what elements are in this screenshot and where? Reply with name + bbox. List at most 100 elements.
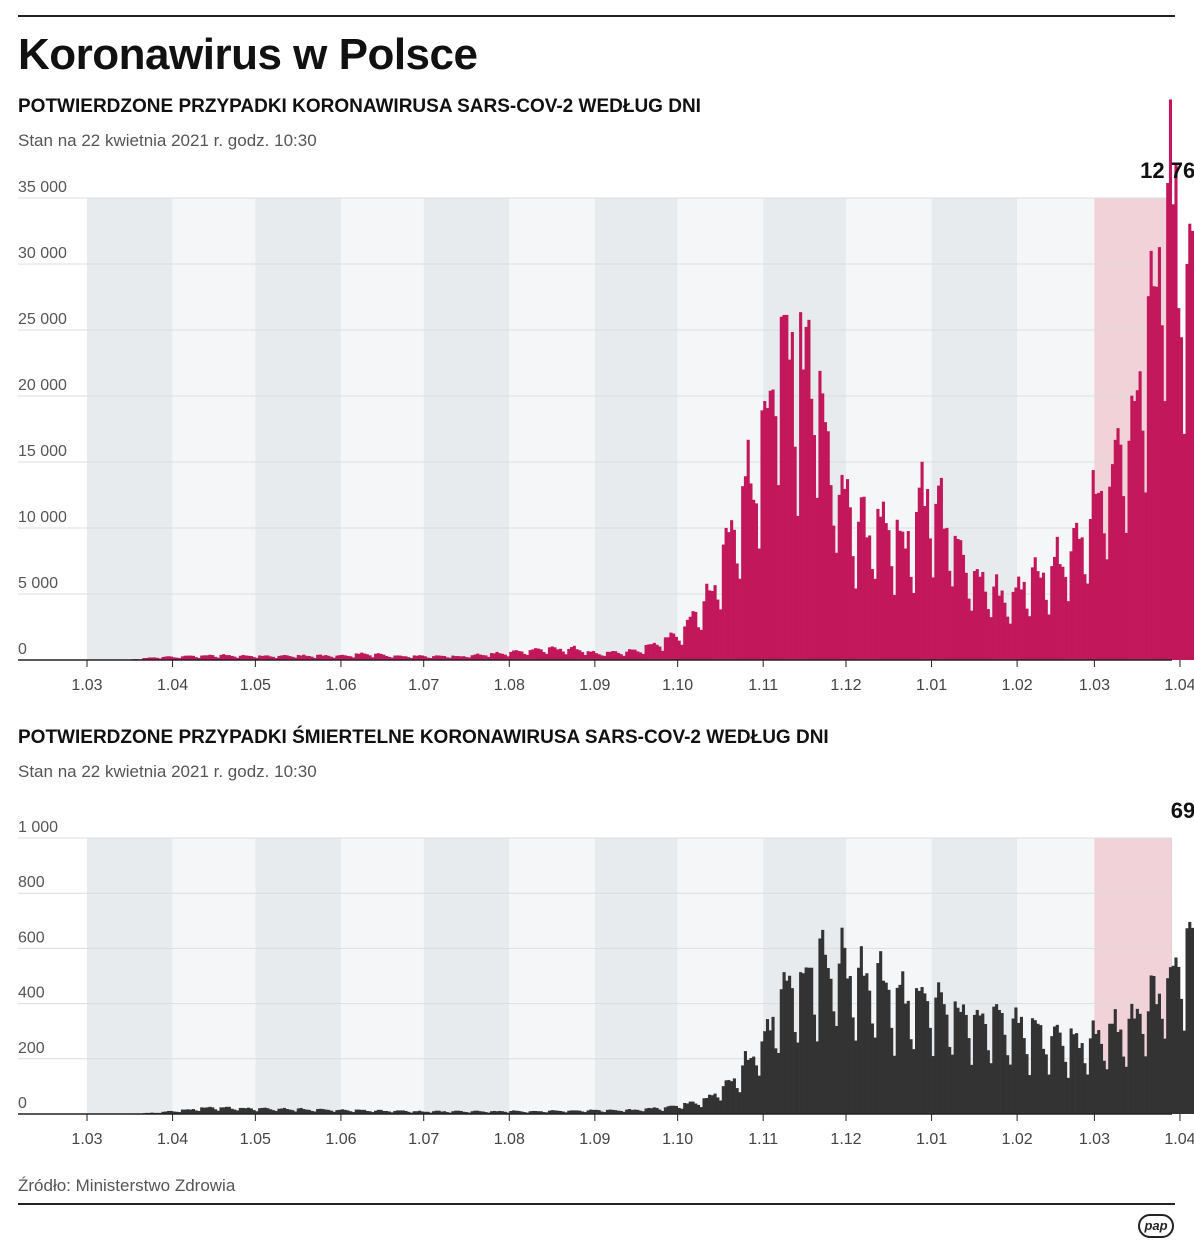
bar — [691, 611, 695, 660]
y-tick-label: 800 — [18, 874, 45, 891]
bar — [655, 644, 659, 660]
bar — [1157, 993, 1161, 1114]
bar — [873, 578, 877, 660]
bar — [194, 657, 198, 660]
bar — [589, 651, 593, 660]
bar — [920, 461, 924, 660]
bar — [423, 1111, 427, 1114]
bar — [401, 656, 405, 660]
bar — [1053, 1026, 1057, 1114]
bar — [202, 1107, 207, 1114]
bar — [360, 1109, 364, 1114]
bar — [517, 651, 521, 660]
bar — [757, 1075, 761, 1114]
bar — [282, 654, 287, 660]
bar — [498, 653, 502, 660]
bar — [501, 1111, 505, 1114]
bar — [321, 655, 325, 660]
bar — [216, 1110, 220, 1114]
bar — [581, 1111, 585, 1114]
bar — [594, 653, 598, 660]
bar — [244, 1108, 248, 1114]
bar — [197, 1110, 201, 1114]
bar — [567, 1110, 571, 1114]
bar — [556, 1110, 560, 1114]
bar — [1000, 590, 1004, 660]
bar — [1011, 591, 1015, 660]
bar — [625, 1109, 629, 1114]
bar — [661, 650, 665, 660]
bar — [432, 1111, 436, 1114]
bar — [779, 989, 783, 1114]
x-tick-label: 1.04 — [1164, 677, 1194, 694]
bar — [415, 1111, 419, 1114]
bar — [542, 1112, 546, 1114]
bar — [440, 1111, 444, 1114]
bar — [1191, 927, 1194, 1114]
bar — [857, 967, 861, 1114]
bar — [818, 370, 822, 660]
bar — [1171, 965, 1175, 1114]
chart-2-timestamp: Stan na 22 kwietnia 2021 r. godz. 10:30 — [18, 762, 317, 781]
bar — [1047, 614, 1051, 660]
bar — [939, 992, 943, 1114]
bar — [953, 1001, 957, 1114]
bar — [821, 393, 825, 660]
bar — [241, 1107, 245, 1114]
bar — [961, 1004, 966, 1114]
bar — [520, 651, 524, 660]
bar — [1102, 1060, 1106, 1114]
bar — [1130, 1003, 1134, 1114]
bar — [608, 651, 612, 660]
bar — [1086, 583, 1090, 660]
bar — [961, 554, 966, 660]
bar — [879, 951, 883, 1114]
y-tick-label: 30 000 — [18, 245, 67, 262]
bar — [305, 655, 309, 660]
bar — [553, 647, 557, 660]
bar — [225, 655, 229, 660]
bar — [1179, 998, 1184, 1114]
bar — [685, 619, 690, 660]
bar — [200, 1107, 204, 1114]
bar — [815, 497, 819, 660]
bar — [738, 578, 742, 660]
bar — [950, 586, 954, 660]
bar — [266, 1108, 270, 1114]
bar — [1006, 1055, 1010, 1114]
bar — [625, 651, 629, 660]
bar — [1135, 1008, 1139, 1114]
bar — [1094, 1033, 1098, 1114]
bar — [581, 652, 585, 660]
bar — [843, 488, 847, 660]
bar — [183, 1109, 187, 1114]
bar — [376, 1109, 380, 1114]
bar — [851, 556, 855, 660]
bar — [832, 1011, 836, 1114]
x-tick-label: 1.10 — [662, 677, 693, 694]
bar — [327, 655, 331, 660]
bar — [788, 359, 792, 660]
pap-logo: pap — [1138, 1214, 1174, 1238]
bar — [774, 1048, 778, 1114]
bar — [1144, 492, 1148, 660]
bar — [1163, 401, 1167, 660]
bar — [556, 649, 560, 660]
bar — [981, 571, 985, 660]
y-tick-label: 5 000 — [18, 575, 58, 592]
bar — [708, 1094, 712, 1114]
bar — [575, 649, 579, 660]
bar — [531, 649, 535, 660]
bar — [387, 656, 391, 660]
bar — [807, 319, 811, 660]
x-tick-label: 1.03 — [71, 1131, 102, 1148]
bar — [285, 1109, 289, 1114]
bar — [420, 655, 425, 660]
bar — [476, 1110, 480, 1114]
bar — [285, 655, 289, 660]
bar — [572, 645, 576, 660]
bar — [826, 431, 830, 660]
bar — [1019, 589, 1023, 660]
bar — [1028, 1075, 1032, 1114]
x-tick-label: 1.11 — [748, 677, 778, 694]
